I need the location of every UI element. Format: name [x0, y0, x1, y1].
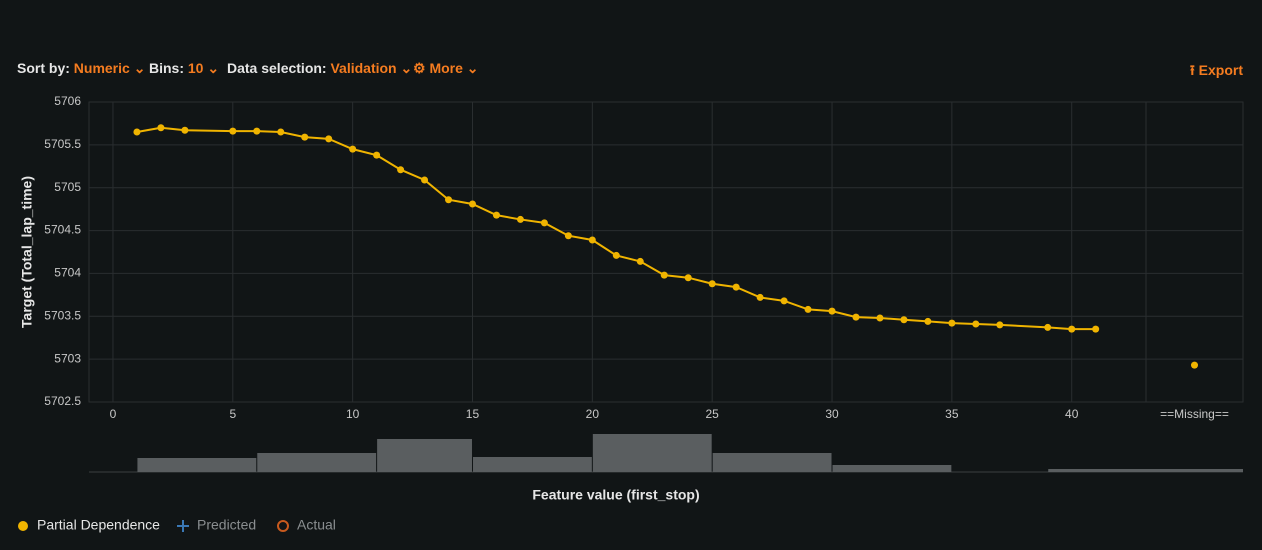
legend-label: Partial Dependence	[37, 517, 160, 533]
x-tick-label: 30	[825, 407, 839, 421]
legend-label: Predicted	[197, 517, 256, 533]
label: Data selection:	[227, 60, 327, 76]
x-tick-label: 35	[945, 407, 959, 421]
y-tick-label: 5704	[54, 266, 81, 280]
point	[397, 166, 405, 174]
hist-bar	[472, 457, 592, 472]
point	[636, 257, 644, 265]
plot-frame	[88, 101, 1244, 403]
point	[828, 307, 836, 315]
point	[732, 283, 740, 291]
x-axis-label: Feature value (first_stop)	[532, 487, 699, 503]
value[interactable]: Numeric	[73, 60, 130, 76]
point	[876, 314, 884, 322]
point	[780, 297, 788, 305]
legend-marker	[18, 521, 28, 531]
x-tick-label: 10	[346, 407, 360, 421]
x-tick-label: 25	[705, 407, 719, 421]
point	[181, 126, 189, 134]
point	[684, 274, 692, 282]
point	[804, 305, 812, 313]
hist-bar	[832, 465, 952, 472]
more[interactable]: ⚙ More ⌄	[413, 60, 479, 76]
point	[445, 196, 453, 204]
sort[interactable]: Sort by: Numeric ⌄	[17, 60, 146, 76]
point	[996, 321, 1004, 329]
point	[301, 133, 309, 141]
x-tick-label: 20	[586, 407, 600, 421]
point	[325, 135, 333, 143]
point	[972, 320, 980, 328]
y-tick-label: 5703	[54, 351, 81, 365]
hist-bar	[592, 434, 712, 472]
y-tick-label: 5704.5	[44, 223, 81, 237]
point	[924, 317, 932, 325]
point	[540, 219, 548, 227]
point	[468, 200, 476, 208]
point	[492, 211, 500, 219]
point	[373, 151, 381, 159]
missing-point	[1191, 361, 1198, 369]
point	[277, 128, 285, 136]
hist-bar	[257, 453, 377, 472]
point	[1044, 323, 1052, 331]
legend-marker	[277, 520, 289, 532]
hist-bar	[1143, 469, 1243, 472]
x-tick-label: ==Missing==	[1160, 407, 1229, 421]
value[interactable]: Validation	[330, 60, 397, 76]
data-selection[interactable]: Data selection: Validation ⌄	[227, 60, 413, 76]
point	[852, 313, 860, 321]
value[interactable]: 10	[187, 60, 204, 76]
y-tick-label: 5705.5	[44, 137, 81, 151]
point	[948, 319, 956, 327]
hist-bar	[137, 458, 257, 472]
y-tick-label: 5702.5	[44, 394, 81, 408]
point	[229, 127, 237, 135]
bins[interactable]: Bins: 10 ⌄	[149, 60, 220, 76]
point	[1092, 325, 1100, 333]
point	[564, 232, 572, 240]
point	[900, 316, 908, 324]
point	[612, 251, 620, 259]
point	[157, 124, 165, 132]
export[interactable]: ⭱ Export	[1189, 62, 1243, 78]
point	[708, 280, 716, 288]
point	[588, 236, 596, 244]
point	[253, 127, 261, 135]
point	[421, 176, 429, 184]
hist-bar	[712, 453, 832, 472]
x-tick-label: 40	[1065, 407, 1079, 421]
point	[660, 271, 668, 279]
y-axis-label: Target (Total_lap_time)	[19, 176, 35, 328]
label: Sort by:	[17, 60, 70, 76]
point	[516, 215, 524, 223]
point	[133, 128, 141, 136]
label: More	[429, 60, 463, 76]
label: Export	[1198, 62, 1243, 78]
x-tick-label: 5	[229, 407, 236, 421]
y-tick-label: 5706	[54, 94, 81, 108]
hist-bar	[377, 439, 472, 472]
point	[756, 293, 764, 301]
y-tick-label: 5703.5	[44, 308, 81, 322]
point	[349, 145, 357, 153]
x-tick-label: 0	[110, 407, 117, 421]
y-tick-label: 5705	[54, 180, 81, 194]
hist-bar	[1048, 469, 1144, 472]
point	[1068, 325, 1076, 333]
label: Bins:	[149, 60, 184, 76]
x-tick-label: 15	[466, 407, 480, 421]
legend-label: Actual	[297, 517, 336, 533]
